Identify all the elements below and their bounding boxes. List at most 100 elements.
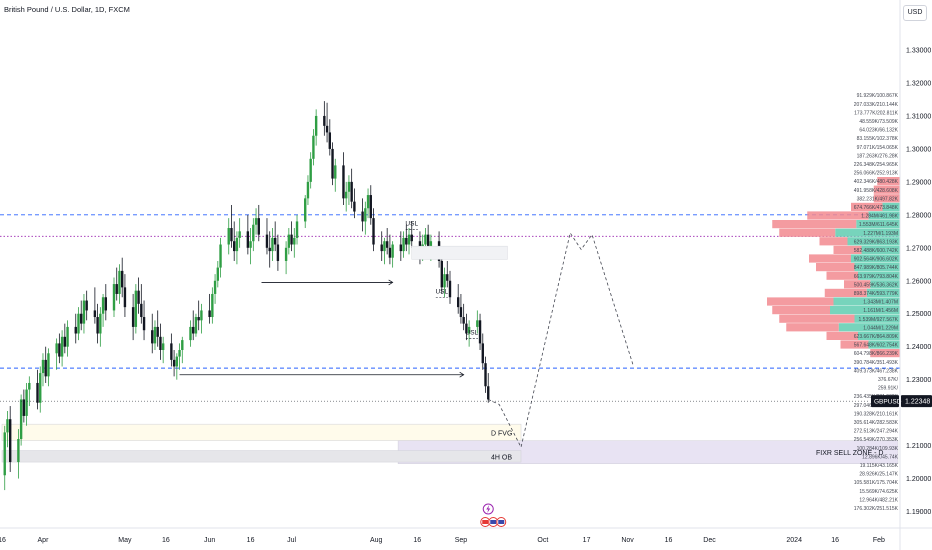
event-markers[interactable]	[480, 503, 507, 527]
candle-body-58	[227, 228, 230, 245]
y-tick-12: 1.20000	[906, 476, 931, 483]
candle-body-92	[353, 201, 356, 212]
candle-body-89	[344, 191, 348, 199]
candle-body-28	[112, 284, 116, 311]
candle-body-36	[140, 303, 143, 318]
profile-label-33: 376.67K/	[878, 377, 899, 383]
profile-sell-10	[877, 177, 900, 186]
candle-body-57	[219, 244, 222, 268]
flag-fill-1	[490, 520, 497, 524]
projection-path	[488, 231, 634, 449]
profile-label-4: 64.023K/66.132K	[859, 128, 898, 134]
candle-body-59	[230, 228, 233, 242]
profile-buy-18	[861, 245, 900, 254]
candle-body-95	[366, 195, 370, 209]
horizontal-lines-layer	[0, 214, 900, 369]
profile-sell-24	[767, 297, 834, 306]
candle-body-78	[304, 198, 307, 222]
candle-body-1	[6, 419, 9, 433]
time-axis[interactable]: 16 Apr May 16 Jun 16 Jul Aug 16 Sep Oct 17 Nov 16 Dec 2…	[0, 537, 885, 544]
profile-sell-19	[809, 254, 851, 263]
x-tick-9: Sep	[455, 537, 468, 544]
candles-layer	[3, 101, 490, 491]
profile-label-16: 1.227M/1.193M	[863, 231, 898, 237]
candle-body-62	[238, 231, 241, 238]
candle-body-74	[287, 234, 291, 248]
profile-sell-22	[844, 280, 871, 289]
y-tick-2: 1.31000	[906, 113, 931, 120]
arrow-head-0	[388, 279, 394, 286]
profile-label-47: 12.964K/482.21K	[859, 497, 898, 503]
candle-body-18	[74, 326, 77, 334]
x-tick-0: 16	[0, 537, 6, 544]
profile-buy-26	[854, 314, 900, 323]
profile-buy-13	[882, 202, 900, 211]
flag-fill-2	[498, 520, 505, 524]
x-tick-4: Jun	[204, 537, 215, 544]
candle-body-123	[476, 320, 479, 327]
currency-button[interactable]: USD	[903, 5, 927, 21]
profile-buy-25	[830, 306, 900, 315]
candle-body-99	[383, 241, 386, 252]
arrow-head-1	[459, 371, 465, 378]
candle-body-53	[208, 310, 211, 318]
candle-body-26	[101, 297, 105, 314]
candle-body-27	[104, 297, 108, 311]
candle-body-55	[213, 280, 217, 294]
profile-label-9: 256.066K/252.913K	[854, 171, 899, 177]
candle-body-105	[405, 237, 408, 245]
profile-buy-28	[858, 331, 900, 340]
y-tick-5: 1.28000	[906, 212, 931, 219]
candle-body-117	[448, 280, 452, 298]
candle-body-70	[271, 237, 274, 252]
candle-body-110	[424, 234, 427, 245]
candle-body-120	[462, 317, 465, 324]
profile-sell-30	[870, 349, 900, 358]
profile-buy-20	[854, 263, 900, 272]
candle-body-87	[334, 165, 337, 179]
y-tick-7: 1.26000	[906, 278, 931, 285]
y-tick-4: 1.29000	[906, 179, 931, 186]
zone-label-1: FIXR SELL ZONE - D	[816, 450, 883, 457]
candle-body-115	[443, 274, 446, 288]
candle-body-83	[323, 115, 326, 126]
profile-label-23: 898.374K/593.779K	[854, 291, 899, 297]
candle-body-54	[211, 293, 214, 318]
candle-body-13	[55, 343, 58, 354]
candle-body-100	[385, 241, 389, 248]
profile-label-17: 629.329K/863.193K	[854, 239, 899, 245]
profile-label-45: 105.581K/175.704K	[854, 480, 899, 486]
profile-sell-25	[772, 306, 830, 315]
profile-label-43: 19.115K/43.165K	[860, 463, 899, 469]
profile-sell-27	[786, 323, 839, 332]
profile-label-30: 604.798K/866.239K	[854, 351, 899, 357]
y-tick-8: 1.25000	[906, 311, 931, 318]
profile-label-15: 1.553M/611.645K	[859, 222, 899, 228]
candle-body-93	[361, 211, 364, 222]
profile-label-6: 97.071K/154.065K	[857, 145, 899, 151]
profile-sell-29	[840, 340, 869, 349]
profile-buy-17	[847, 237, 900, 246]
volume-profile: 91.929K/100.867K 207.033K/210.144K 173.777…	[767, 93, 900, 512]
x-tick-14: Dec	[703, 537, 716, 544]
candle-body-51	[197, 317, 200, 321]
price-axis[interactable]: 1.33000 1.32000 1.31000 1.30000 1.29000 1.280…	[871, 48, 932, 516]
y-tick-1: 1.32000	[906, 80, 931, 87]
profile-label-24: 1.343M/1.407M	[863, 300, 898, 306]
candle-body-127	[487, 386, 490, 400]
x-tick-2: May	[118, 537, 132, 544]
y-tick-13: 1.19000	[906, 509, 931, 516]
profile-label-37: 190.328K/210.161K	[854, 411, 899, 417]
candle-body-20	[80, 313, 83, 324]
y-tick-11: 1.21000	[906, 443, 931, 450]
profile-label-46: 15.569K/74.625K	[859, 489, 898, 495]
candle-body-86	[331, 148, 334, 179]
candle-body-38	[151, 330, 154, 344]
usl-label-0: USL	[405, 221, 418, 228]
candle-body-112	[429, 241, 433, 248]
profile-label-41: 100.284K/109.93K	[857, 446, 899, 452]
profile-buy-14	[868, 211, 900, 220]
candle-body-44	[172, 359, 176, 367]
profile-buy-15	[856, 220, 900, 229]
